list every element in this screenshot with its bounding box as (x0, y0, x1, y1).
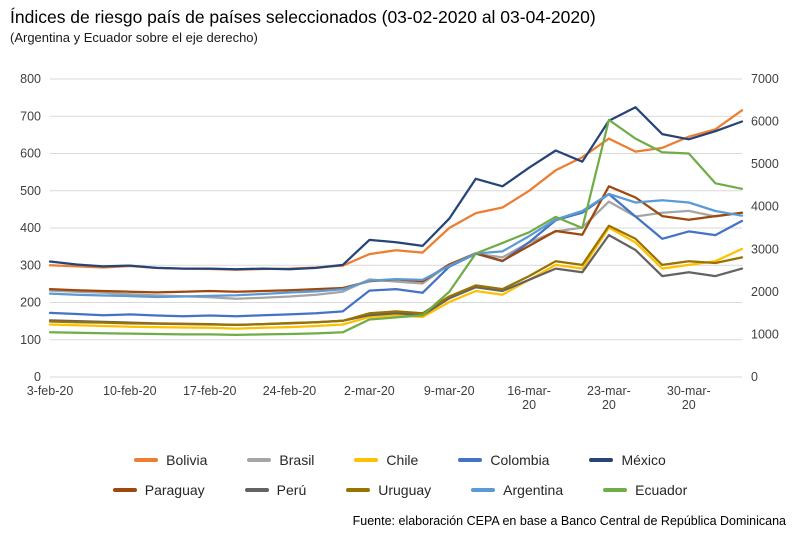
x-axis-tick: 20 (682, 398, 696, 412)
legend-row: Bolivia Brasil Chile Colombia México (134, 452, 666, 468)
legend-row: Paraguay Perú Uruguay Argentina Ecuador (112, 481, 687, 498)
legend-label: Uruguay (378, 481, 432, 498)
legend-label: Bolivia (166, 451, 208, 468)
left-axis-tick: 600 (20, 146, 41, 160)
legend-swatch (346, 488, 371, 492)
series-line-Uruguay (48, 224, 744, 326)
legend-label: Chile (386, 451, 419, 468)
legend-swatch (244, 488, 269, 492)
left-axis-tick: 700 (20, 109, 41, 123)
line-chart: 0 100 200 300 400 500 600 700 800 0 1000 2000 3000 40… (20, 72, 779, 412)
legend-item-argentina: Argentina (471, 482, 563, 498)
legend-label: Ecuador (635, 481, 688, 498)
x-axis-tick: 23-mar- (587, 384, 631, 398)
legend-item-ecuador: Ecuador (603, 482, 687, 498)
series-line-Chile (48, 226, 744, 330)
series-line-México (48, 106, 744, 271)
left-axis-tick: 0 (34, 370, 41, 384)
legend-item-perú: Perú (244, 481, 307, 498)
legend-label: Paraguay (144, 481, 205, 498)
legend-item-bolivia: Bolivia (134, 452, 207, 468)
legend-swatch (247, 458, 272, 462)
right-axis-tick: 7000 (751, 72, 779, 86)
right-axis-tick: 5000 (751, 157, 779, 171)
legend-swatch (112, 488, 137, 492)
x-axis-tick: 9-mar-20 (424, 384, 475, 398)
left-axis-tick: 200 (20, 295, 41, 309)
legend-label: Brasil (279, 451, 315, 468)
legend-swatch (471, 488, 496, 492)
source-note: Fuente: elaboración CEPA en base a Banco… (352, 513, 786, 528)
legend-item-uruguay: Uruguay (346, 482, 431, 498)
series-line-Ecuador (48, 118, 744, 336)
x-axis-tick: 16-mar- (507, 384, 551, 398)
right-axis-tick: 0 (751, 370, 758, 384)
legend-label: Argentina (503, 481, 564, 498)
legend-swatch (458, 458, 483, 462)
left-axis-tick: 100 (20, 333, 41, 347)
legend-item-paraguay: Paraguay (112, 481, 205, 498)
legend-item-brasil: Brasil (247, 452, 314, 468)
series-line-Brasil (48, 200, 744, 300)
legend: Bolivia Brasil Chile Colombia México Paraguay… (0, 452, 800, 498)
legend-item-colombia: Colombia (458, 452, 549, 468)
x-axis-tick: 20 (522, 398, 536, 412)
legend-label: Perú (276, 481, 307, 498)
left-axis-tick: 300 (20, 258, 41, 272)
right-axis-tick: 3000 (751, 242, 779, 256)
x-axis-tick: 30-mar- (667, 384, 711, 398)
right-axis-tick: 2000 (751, 285, 779, 299)
x-axis-tick: 24-feb-20 (263, 384, 317, 398)
chart-title: Índices de riesgo país de países selecci… (10, 7, 596, 27)
x-axis-tick: 3-feb-20 (27, 384, 74, 398)
chart-subtitle: (Argentina y Ecuador sobre el eje derech… (10, 29, 258, 45)
legend-swatch (354, 458, 379, 462)
right-axis-tick: 1000 (751, 327, 779, 341)
legend-swatch (603, 488, 628, 492)
legend-item-méxico: México (589, 451, 666, 468)
x-axis-tick: 10-feb-20 (103, 384, 157, 398)
left-axis-tick: 800 (20, 72, 41, 86)
legend-item-chile: Chile (354, 452, 418, 468)
left-axis-tick: 400 (20, 221, 41, 235)
left-axis-tick: 500 (20, 184, 41, 198)
x-axis-tick: 17-feb-20 (183, 384, 237, 398)
legend-swatch (134, 458, 159, 462)
x-axis-tick: 20 (602, 398, 616, 412)
x-axis-tick: 2-mar-20 (344, 384, 395, 398)
right-axis-tick: 4000 (751, 200, 779, 214)
chart-header: Índices de riesgo país de países selecci… (0, 5, 800, 45)
right-axis-tick: 6000 (751, 114, 779, 128)
legend-swatch (589, 458, 614, 462)
series-line-Argentina (48, 192, 744, 298)
legend-label: Colombia (490, 451, 550, 468)
legend-label: México (621, 451, 666, 468)
series-line-Colombia (48, 192, 744, 318)
plot-area: 0 100 200 300 400 500 600 700 800 0 1000 2000 3000 40… (0, 45, 800, 430)
